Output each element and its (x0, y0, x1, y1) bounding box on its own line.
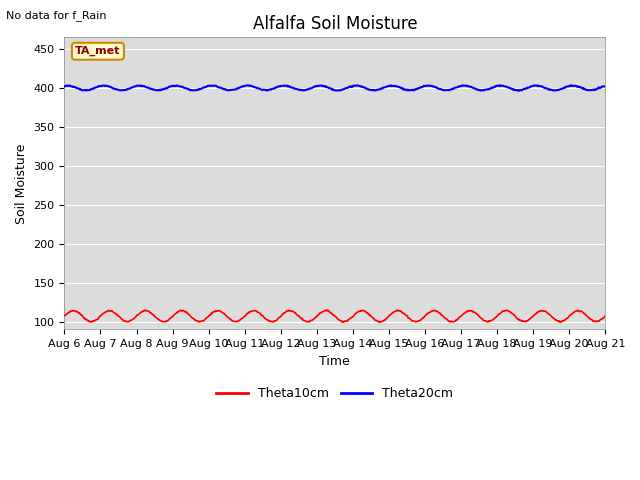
Legend: Theta10cm, Theta20cm: Theta10cm, Theta20cm (211, 382, 458, 405)
Y-axis label: Soil Moisture: Soil Moisture (15, 143, 28, 224)
Text: TA_met: TA_met (76, 46, 120, 56)
X-axis label: Time: Time (319, 355, 350, 368)
Text: No data for f_Rain: No data for f_Rain (6, 10, 107, 21)
Title: Alfalfa Soil Moisture: Alfalfa Soil Moisture (253, 15, 417, 33)
